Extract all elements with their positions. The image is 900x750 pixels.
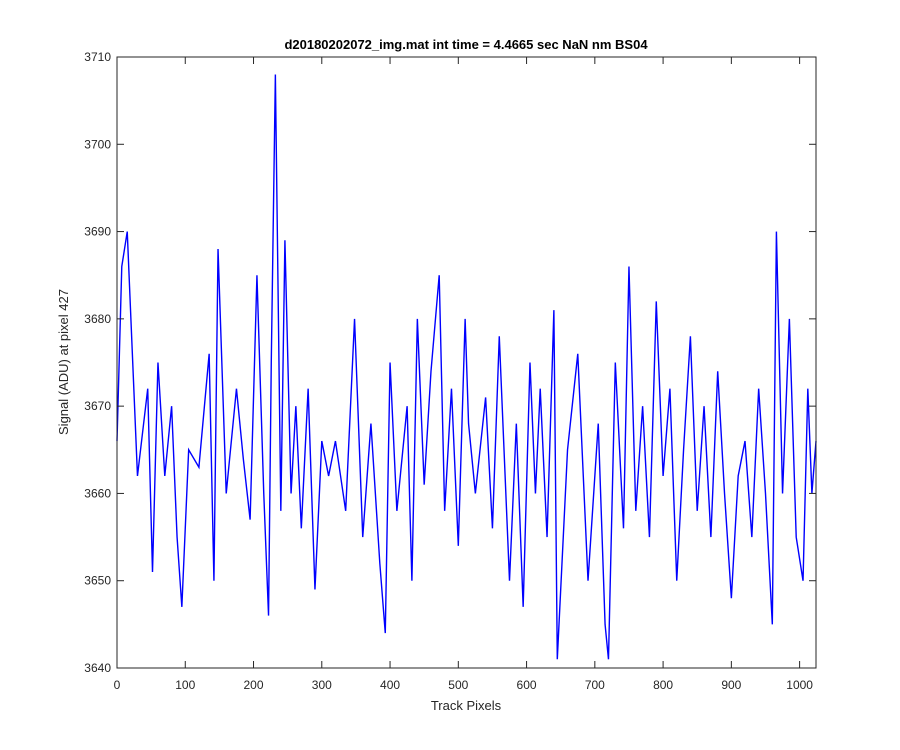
y-tick-label: 3650 — [84, 574, 111, 588]
x-tick-label: 800 — [653, 678, 673, 692]
y-tick-label: 3710 — [84, 50, 111, 64]
y-axis-label: Signal (ADU) at pixel 427 — [56, 289, 71, 435]
x-tick-label: 300 — [312, 678, 332, 692]
x-tick-label: 100 — [175, 678, 195, 692]
x-axis-label: Track Pixels — [431, 698, 502, 713]
y-tick-label: 3670 — [84, 399, 111, 413]
x-tick-label: 200 — [244, 678, 264, 692]
y-tick-label: 3660 — [84, 486, 111, 500]
y-tick-label: 3640 — [84, 661, 111, 675]
x-tick-label: 0 — [114, 678, 121, 692]
x-tick-label: 1000 — [786, 678, 813, 692]
ticks-layer: 0 100 200 300 400 500 600 700 800 900 1000 3640 3650… — [84, 50, 816, 692]
x-tick-label: 600 — [517, 678, 537, 692]
y-tick-label: 3700 — [84, 137, 111, 151]
chart-title: d20180202072_img.mat int time = 4.4665 s… — [284, 37, 648, 52]
x-tick-label: 500 — [448, 678, 468, 692]
x-tick-label: 900 — [721, 678, 741, 692]
y-tick-label: 3690 — [84, 225, 111, 239]
x-tick-label: 400 — [380, 678, 400, 692]
y-tick-label: 3680 — [84, 312, 111, 326]
plot-area-border — [116, 56, 817, 669]
x-tick-label: 700 — [585, 678, 605, 692]
